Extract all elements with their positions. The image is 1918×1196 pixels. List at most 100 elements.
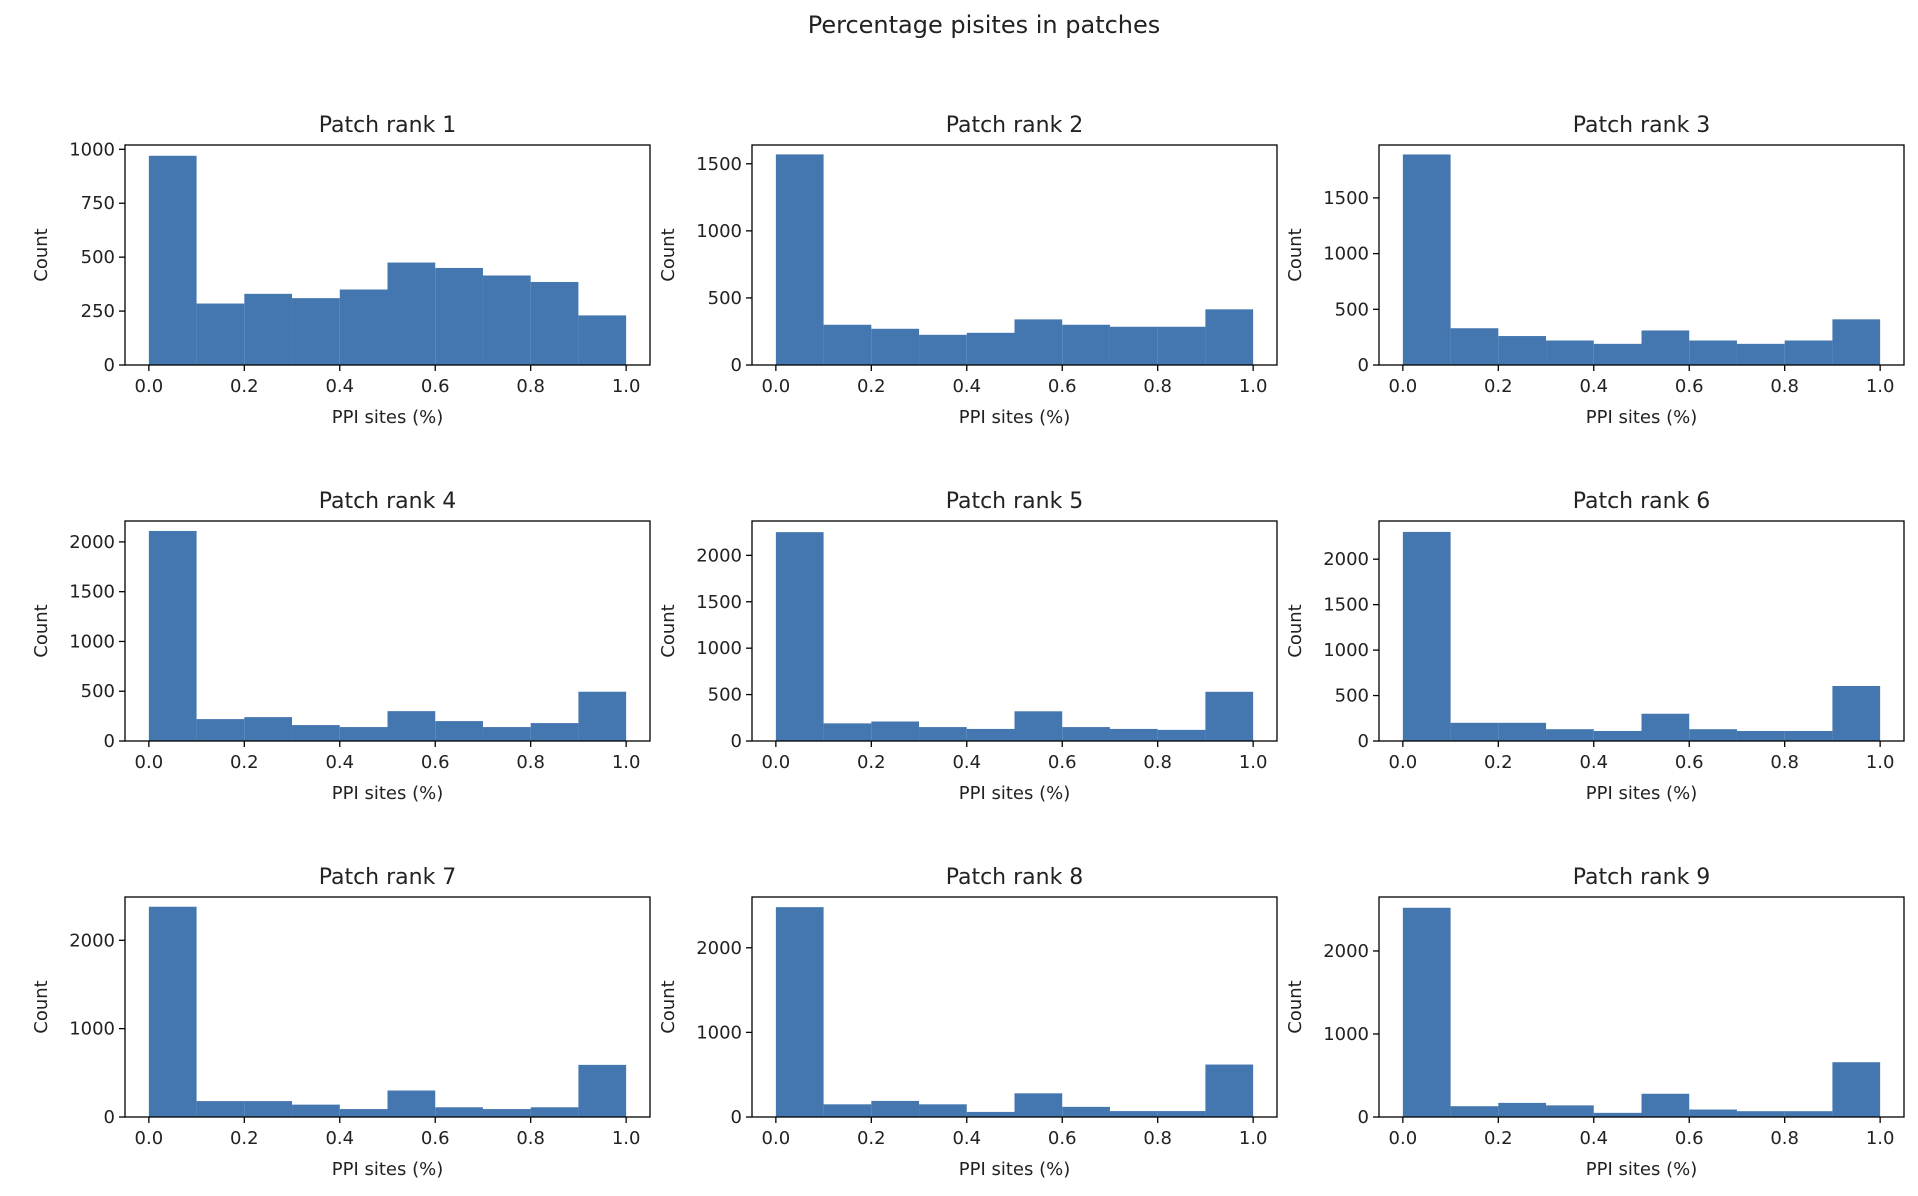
bar-p9-bin-2 <box>1450 1106 1499 1117</box>
panel-title-9: Patch rank 9 <box>1573 865 1711 890</box>
bar-p5-bin-5 <box>966 728 1015 741</box>
x-tick-label-6-1: 0.2 <box>1484 752 1513 773</box>
y-axis-label-9: Count <box>1285 980 1306 1033</box>
bar-p2-bin-6 <box>1014 319 1063 365</box>
panel-title-1: Patch rank 1 <box>319 113 457 138</box>
y-tick-label-9-0: 0 <box>1358 1107 1369 1128</box>
bar-p8-bin-5 <box>966 1111 1015 1117</box>
x-tick-label-3-4: 0.8 <box>1770 376 1799 397</box>
histogram-panel-5: 0.0 0.2 0.4 0.6 0.8 1.0 0 500 1000 1500 2000 Patch … <box>658 489 1278 804</box>
x-tick-label-6-5: 1.0 <box>1866 752 1895 773</box>
bar-p8-bin-9 <box>1157 1111 1206 1117</box>
bar-p5-bin-8 <box>1109 728 1158 741</box>
y-tick-label-9-1: 1000 <box>1323 1024 1369 1045</box>
x-axis-label-4: PPI sites (%) <box>332 783 444 804</box>
bar-p3-bin-3 <box>1498 336 1547 365</box>
bar-p2-bin-9 <box>1157 326 1206 365</box>
y-axis-label-3: Count <box>1285 228 1306 281</box>
x-tick-label-4-2: 0.4 <box>325 752 354 773</box>
plot-frame-4 <box>124 520 651 742</box>
y-tick-label-4-4: 2000 <box>69 532 115 553</box>
x-tick-label-7-3: 0.6 <box>421 1128 450 1149</box>
bar-p8-bin-6 <box>1014 1093 1063 1117</box>
x-axis-label-3: PPI sites (%) <box>1586 407 1698 428</box>
bar-p6-bin-6 <box>1641 713 1690 741</box>
histogram-panel-7: 0.0 0.2 0.4 0.6 0.8 1.0 0 1000 2000 Patch rank 7 P… <box>31 865 651 1180</box>
histogram-panel-8: 0.0 0.2 0.4 0.6 0.8 1.0 0 1000 2000 Patch rank 8 P… <box>658 865 1278 1180</box>
x-tick-label-4-0: 0.0 <box>135 752 164 773</box>
bar-p4-bin-4 <box>292 725 340 741</box>
panel-grid: 0.0 0.2 0.4 0.6 0.8 1.0 0 250 500 750 1000 Patch ra… <box>31 113 1905 1180</box>
bar-p1-bin-3 <box>244 293 293 365</box>
y-tick-label-6-0: 0 <box>1358 731 1369 752</box>
y-tick-label-4-0: 0 <box>104 731 115 752</box>
y-tick-label-5-3: 1500 <box>696 592 742 613</box>
bar-p9-bin-5 <box>1593 1112 1642 1117</box>
bar-p1-bin-1 <box>148 155 197 365</box>
x-tick-label-2-4: 0.8 <box>1143 376 1172 397</box>
plot-frame-3 <box>1378 144 1905 366</box>
bar-p2-bin-7 <box>1062 324 1110 365</box>
bar-p2-bin-10 <box>1205 309 1254 365</box>
plot-frame-8 <box>751 896 1278 1118</box>
bar-p4-bin-10 <box>578 691 627 741</box>
bar-p2-bin-2 <box>823 324 872 365</box>
x-tick-label-1-0: 0.0 <box>135 376 164 397</box>
x-tick-label-8-5: 1.0 <box>1239 1128 1268 1149</box>
bar-p1-bin-9 <box>530 281 579 365</box>
x-axis-label-2: PPI sites (%) <box>959 407 1071 428</box>
y-tick-label-5-4: 2000 <box>696 545 742 566</box>
x-tick-label-2-2: 0.4 <box>952 376 981 397</box>
bar-p4-bin-3 <box>244 717 293 741</box>
plot-frame-2 <box>751 144 1278 366</box>
bar-p3-bin-9 <box>1784 340 1833 365</box>
bar-p3-bin-7 <box>1689 340 1737 365</box>
x-tick-label-7-2: 0.4 <box>325 1128 354 1149</box>
bar-p4-bin-1 <box>148 530 197 741</box>
x-tick-label-8-3: 0.6 <box>1048 1128 1077 1149</box>
x-tick-label-6-4: 0.8 <box>1770 752 1799 773</box>
bar-p3-bin-1 <box>1402 154 1451 365</box>
panel-title-3: Patch rank 3 <box>1573 113 1711 138</box>
x-tick-label-4-5: 1.0 <box>612 752 641 773</box>
bar-p6-bin-1 <box>1402 531 1451 741</box>
bar-p6-bin-2 <box>1450 722 1499 741</box>
x-tick-label-2-1: 0.2 <box>857 376 886 397</box>
histogram-panel-3: 0.0 0.2 0.4 0.6 0.8 1.0 0 500 1000 1500 Patch rank… <box>1285 113 1905 428</box>
x-tick-label-5-3: 0.6 <box>1048 752 1077 773</box>
bar-p8-bin-3 <box>871 1100 920 1117</box>
x-tick-label-2-0: 0.0 <box>762 376 791 397</box>
x-tick-label-3-1: 0.2 <box>1484 376 1513 397</box>
y-tick-label-1-2: 500 <box>81 247 115 268</box>
x-axis-label-7: PPI sites (%) <box>332 1159 444 1180</box>
bar-p8-bin-7 <box>1062 1106 1110 1117</box>
bar-p9-bin-6 <box>1641 1093 1690 1117</box>
bar-p9-bin-9 <box>1784 1111 1833 1117</box>
x-tick-label-2-3: 0.6 <box>1048 376 1077 397</box>
bar-p5-bin-4 <box>919 727 967 741</box>
y-tick-label-5-0: 0 <box>731 731 742 752</box>
plot-frame-1 <box>124 144 651 366</box>
bar-p6-bin-9 <box>1784 731 1833 741</box>
y-tick-label-4-3: 1500 <box>69 582 115 603</box>
bar-p4-bin-9 <box>530 723 579 741</box>
x-tick-label-3-2: 0.4 <box>1579 376 1608 397</box>
x-tick-label-7-0: 0.0 <box>135 1128 164 1149</box>
x-tick-label-6-2: 0.4 <box>1579 752 1608 773</box>
y-axis-label-2: Count <box>658 228 679 281</box>
histogram-panel-6: 0.0 0.2 0.4 0.6 0.8 1.0 0 500 1000 1500 2000 Patch … <box>1285 489 1905 804</box>
y-tick-label-5-2: 1000 <box>696 638 742 659</box>
bar-p5-bin-1 <box>775 532 824 741</box>
plot-frame-9 <box>1378 896 1905 1118</box>
x-tick-label-9-3: 0.6 <box>1675 1128 1704 1149</box>
y-axis-label-8: Count <box>658 980 679 1033</box>
panel-title-5: Patch rank 5 <box>946 489 1084 514</box>
y-tick-label-7-2: 2000 <box>69 930 115 951</box>
bar-p9-bin-8 <box>1736 1111 1785 1117</box>
histogram-panel-9: 0.0 0.2 0.4 0.6 0.8 1.0 0 1000 2000 Patch rank 9 P… <box>1285 865 1905 1180</box>
bar-p4-bin-2 <box>196 719 245 741</box>
bar-p7-bin-6 <box>387 1090 436 1117</box>
bar-p1-bin-7 <box>435 267 483 365</box>
bar-p4-bin-5 <box>339 727 388 741</box>
